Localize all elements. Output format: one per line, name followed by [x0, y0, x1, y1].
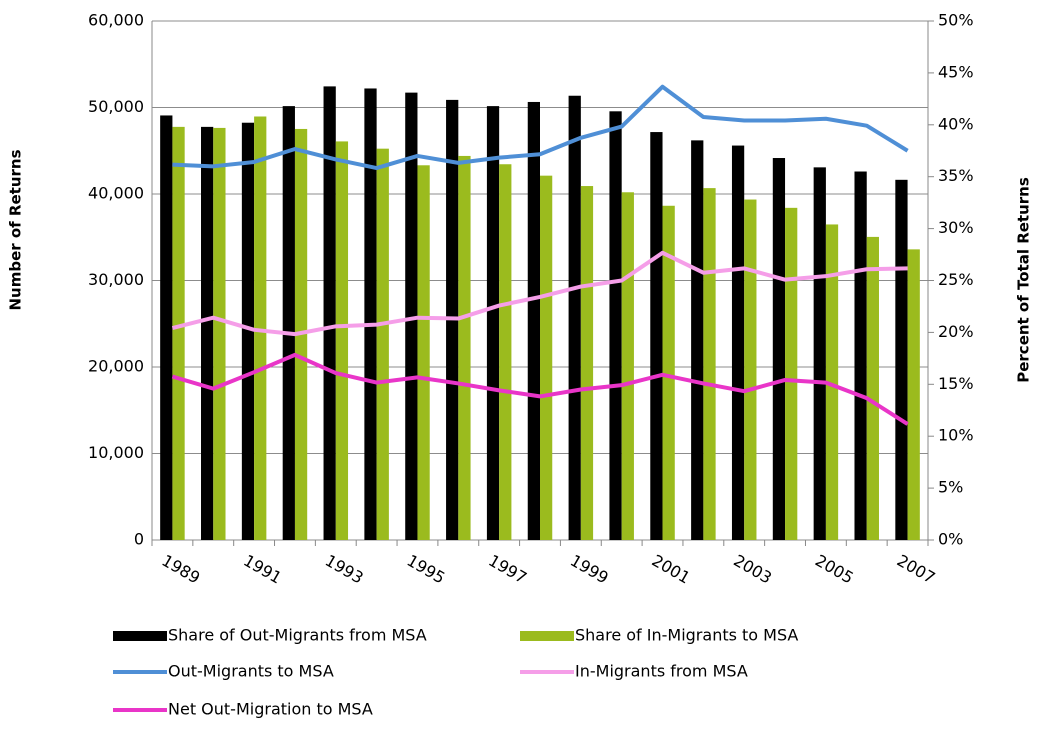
line [171, 352, 909, 426]
bar [621, 192, 634, 540]
bar [458, 155, 471, 540]
bar [691, 140, 704, 540]
y2-tick-label: 50% [938, 11, 974, 30]
bar [160, 115, 173, 540]
y-tick-label: 40,000 [88, 184, 144, 203]
bar [241, 122, 255, 540]
x-tick-label: 1991 [240, 551, 285, 588]
bar [213, 127, 226, 540]
bar [527, 101, 540, 541]
y-tick-label: 20,000 [88, 357, 144, 376]
bar [568, 95, 581, 541]
x-tick-label: 1995 [404, 551, 449, 588]
y2-tick-label: 15% [938, 374, 974, 393]
bar [866, 236, 879, 541]
legend-label: Share of In-Migrants to MSA [575, 626, 798, 645]
y-tick-label: 50,000 [88, 97, 144, 116]
y2-tick-label: 40% [938, 114, 974, 133]
bar [662, 205, 675, 540]
bar [609, 111, 622, 540]
y2-tick-label: 10% [938, 426, 974, 445]
y2-tick-label: 45% [938, 62, 974, 81]
bar [744, 199, 757, 540]
y-tick-label: 60,000 [88, 11, 144, 30]
x-tick-label: 2005 [812, 551, 857, 588]
x-tick-label: 2001 [649, 551, 694, 588]
bar [499, 164, 512, 540]
legend-swatch [113, 631, 167, 641]
legend-label: Share of Out-Migrants from MSA [168, 626, 427, 645]
x-tick-label: 2003 [730, 551, 775, 588]
bar [854, 171, 867, 540]
x-tick-label: 1997 [485, 551, 530, 588]
bar [540, 175, 553, 541]
line [172, 84, 909, 171]
bar [405, 92, 418, 540]
y2-tick-label: 35% [938, 166, 974, 185]
legend-label: Out-Migrants to MSA [168, 662, 334, 681]
bar [201, 126, 214, 540]
legend-swatch [520, 631, 574, 641]
bar [376, 148, 389, 540]
bar [703, 188, 716, 541]
x-tick-label: 1993 [322, 551, 367, 588]
bar [172, 126, 185, 540]
bar [580, 186, 594, 541]
bar [282, 106, 295, 540]
bar [785, 207, 798, 540]
bar [335, 141, 349, 540]
x-tick-label: 1989 [159, 551, 204, 588]
y2-tick-label: 30% [938, 218, 974, 237]
y2-axis-label: Percent of Total Returns [1015, 177, 1033, 383]
bar [417, 165, 430, 541]
bar [772, 158, 786, 541]
bar [323, 86, 336, 541]
y2-tick-label: 25% [938, 270, 974, 289]
y-tick-label: 0 [134, 530, 144, 549]
bar [907, 249, 920, 541]
x-tick-label: 1999 [567, 551, 612, 588]
legend-label: Net Out-Migration to MSA [168, 700, 373, 719]
bar [895, 179, 908, 540]
y2-tick-label: 20% [938, 322, 974, 341]
y-tick-label: 30,000 [88, 270, 144, 289]
line [171, 250, 908, 337]
bar [731, 145, 745, 540]
bar [486, 106, 500, 540]
bar [650, 132, 663, 541]
y-tick-label: 10,000 [88, 443, 144, 462]
bar [825, 224, 839, 540]
y2-tick-label: 0% [938, 530, 963, 549]
legend-label: In-Migrants from MSA [575, 662, 748, 681]
y2-tick-label: 5% [938, 478, 963, 497]
bar [364, 88, 377, 540]
y-axis-label: Number of Returns [7, 149, 25, 310]
bar [254, 116, 267, 540]
bar [813, 167, 826, 540]
x-tick-label: 2007 [894, 551, 939, 588]
